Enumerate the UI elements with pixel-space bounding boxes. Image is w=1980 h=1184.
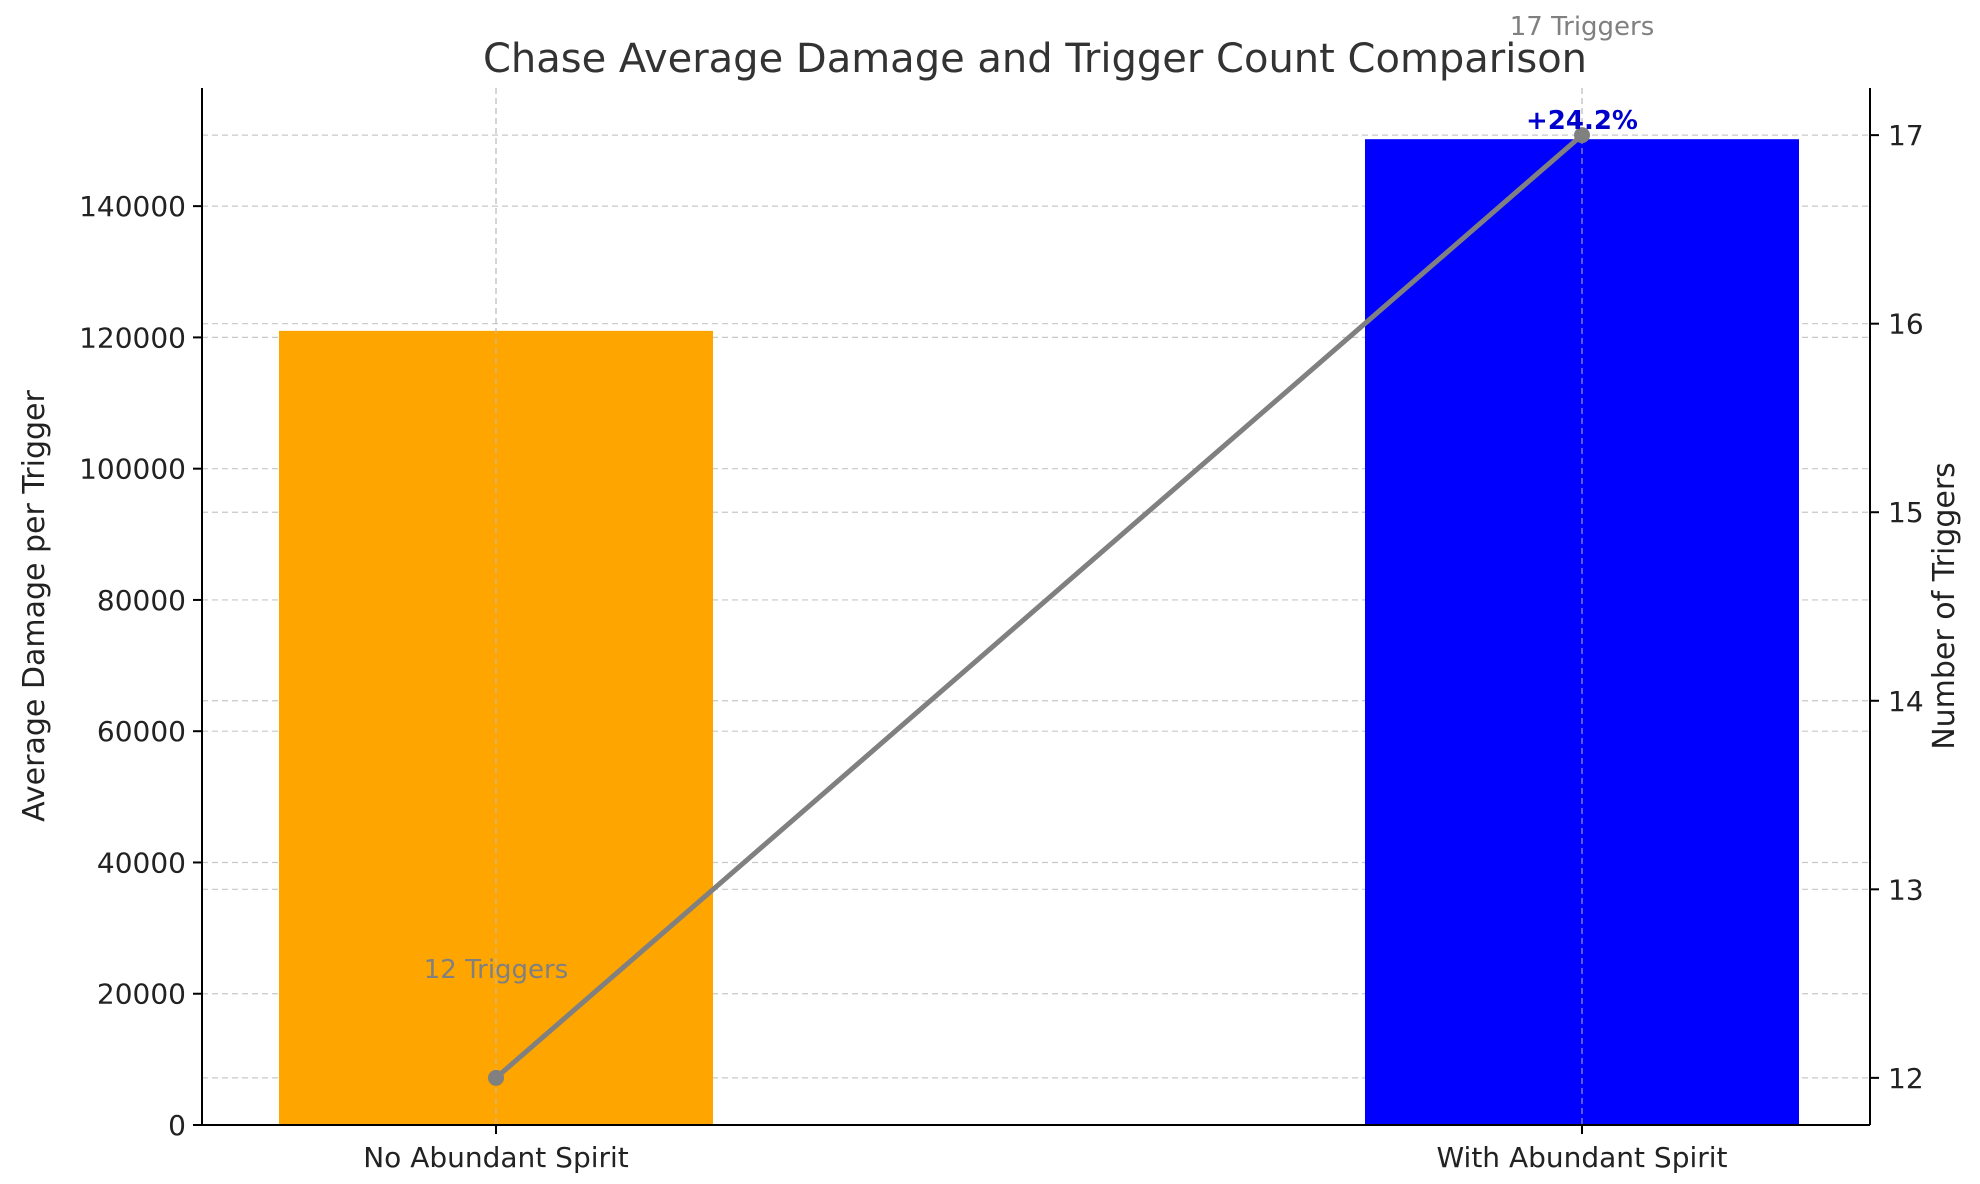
y-tick-label: 140000 [79, 190, 186, 223]
y2-tick-label: 17 [1888, 119, 1924, 152]
y2-tick-label: 15 [1888, 496, 1924, 529]
y-tick-label: 60000 [97, 715, 186, 748]
y-tick-label: 100000 [79, 453, 186, 486]
trigger-point [488, 1069, 504, 1086]
annotations: 12 Triggers 17 Triggers +24.2% [424, 12, 1655, 985]
bars [279, 88, 1799, 1125]
y-axis-label: Average Damage per Trigger [17, 389, 52, 821]
y2-tick-label: 13 [1888, 873, 1924, 906]
percent-change-label: +24.2% [1526, 106, 1638, 136]
x-tick-label: With Abundant Spirit [1436, 1141, 1727, 1174]
x-tick-label: No Abundant Spirit [363, 1141, 629, 1174]
y-tick-label: 0 [168, 1109, 186, 1142]
y2-tick-label: 16 [1888, 308, 1924, 341]
y2-tick-label: 12 [1888, 1062, 1924, 1095]
axes [201, 88, 1871, 1126]
trigger-label: 17 Triggers [1510, 12, 1655, 42]
y-tick-label: 80000 [97, 584, 186, 617]
trigger-label: 12 Triggers [424, 955, 569, 985]
trigger-point [1574, 127, 1590, 144]
y2-axis-label: Number of Triggers [1927, 462, 1962, 750]
y-tick-label: 120000 [79, 321, 186, 354]
trigger-line-path [494, 133, 1584, 1080]
y-tick-label: 20000 [97, 978, 186, 1011]
ticks: 0 20000 40000 60000 80000 100000 120000 140000 1… [79, 119, 1924, 1174]
chart-title: Chase Average Damage and Trigger Count C… [483, 36, 1587, 82]
trigger-line [488, 127, 1590, 1086]
y-tick-label: 40000 [97, 846, 186, 879]
y2-tick-label: 14 [1888, 685, 1924, 718]
